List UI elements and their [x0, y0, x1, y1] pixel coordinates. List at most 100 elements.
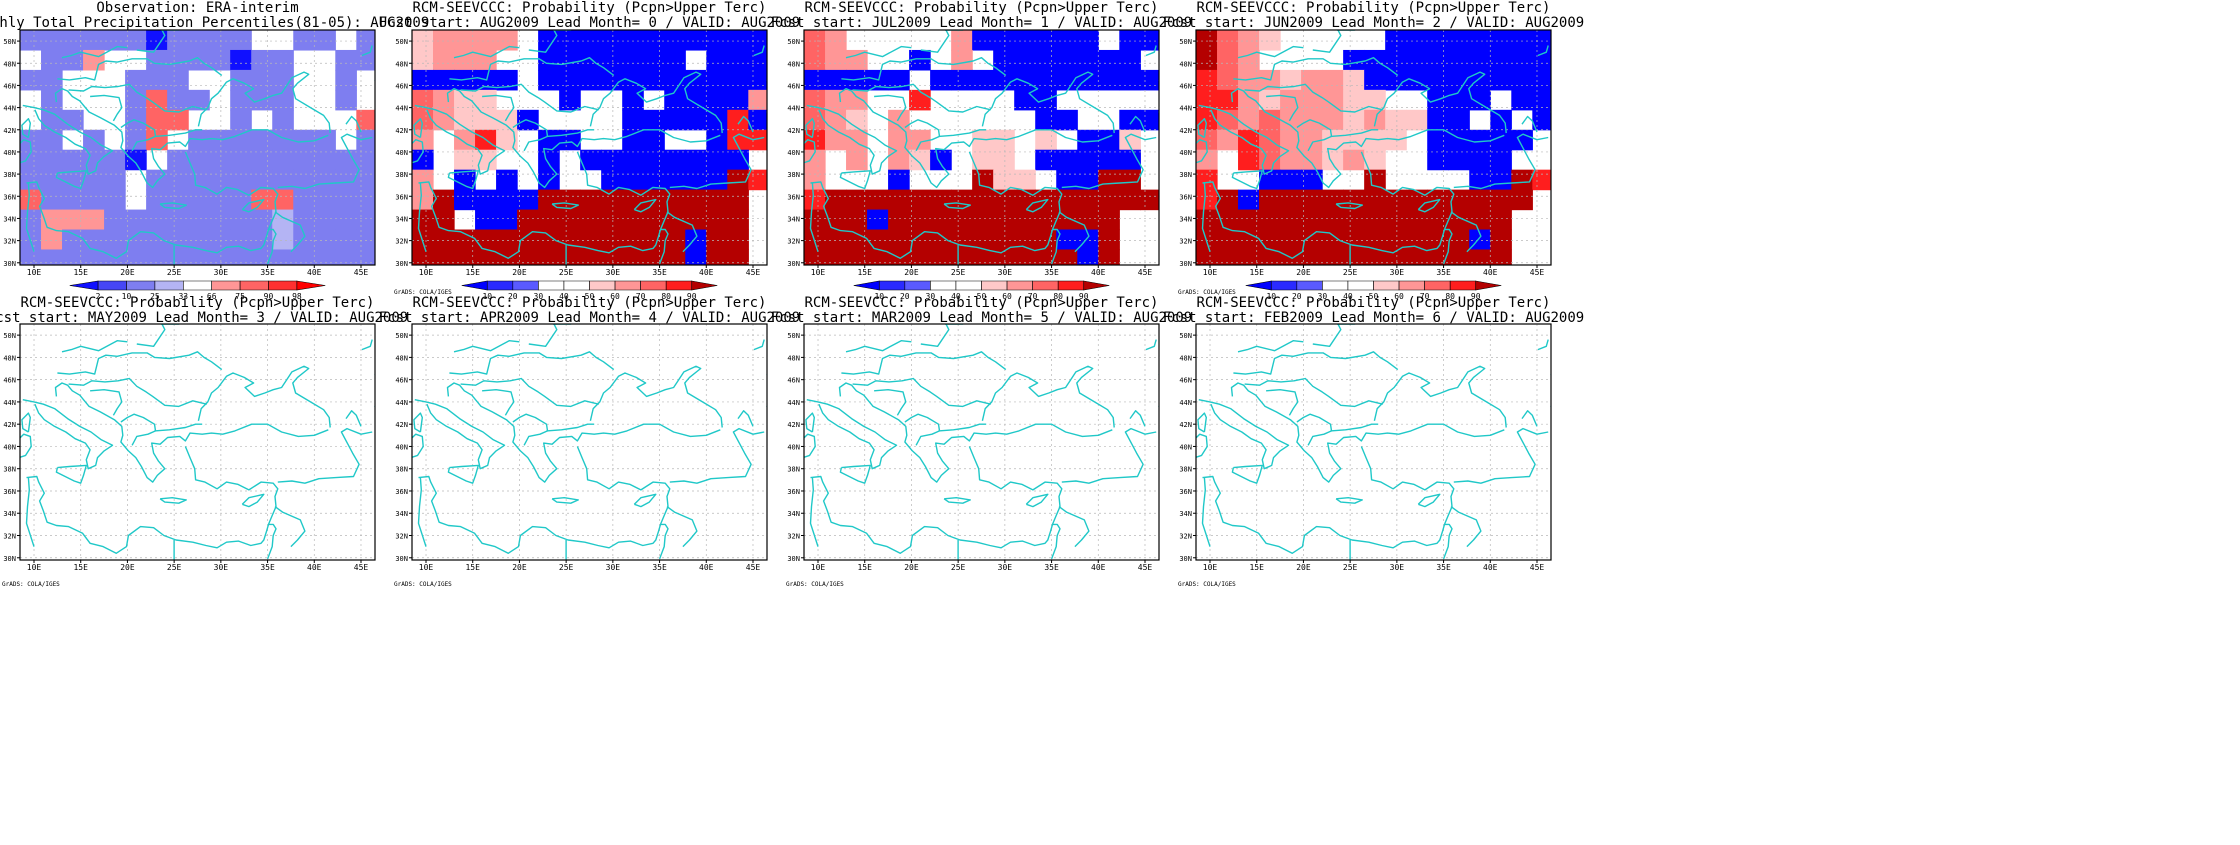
grid-cell [1077, 189, 1099, 211]
lat-tick-label: 36N [1179, 488, 1192, 496]
lon-tick-label: 15E [857, 563, 872, 572]
grid-cell [146, 209, 168, 231]
grid-cell [62, 189, 84, 211]
grid-cell [580, 189, 602, 211]
grid-cell [167, 229, 189, 251]
grid-cell [846, 149, 868, 171]
coastline [374, 79, 375, 115]
coastline [482, 94, 515, 122]
grid-cell [454, 49, 476, 71]
grid-cell [314, 129, 336, 151]
grid-cell [433, 249, 455, 265]
grid-cell [993, 249, 1015, 265]
grid-cell [804, 249, 826, 265]
lon-tick-label: 20E [512, 563, 527, 572]
grid-cell [622, 229, 644, 251]
grid-cell [1119, 189, 1141, 211]
grid-cell [804, 149, 826, 171]
grid-cell [706, 69, 728, 91]
colorbar-label: 33 [178, 292, 188, 301]
grid-cell [517, 229, 539, 251]
grid-cell [1259, 109, 1281, 131]
grid-cell [475, 49, 497, 71]
grid-cell [601, 30, 623, 51]
coastline [1202, 151, 1455, 259]
coastline [1550, 79, 1551, 115]
grid-cell [1385, 30, 1407, 51]
coastline [1201, 182, 1211, 252]
coastline [981, 365, 1115, 428]
colorbar-label: 50 [585, 292, 595, 301]
grid-cell [909, 49, 931, 71]
coastline [633, 198, 657, 213]
grid-cell [1119, 109, 1141, 131]
grid-cell [517, 189, 539, 211]
grid-cell [706, 249, 728, 265]
grid-cell [601, 169, 623, 191]
coastline [412, 433, 424, 459]
coastline [25, 477, 35, 547]
map-frame [803, 29, 1160, 266]
grid-cell [664, 69, 686, 91]
grid-cell [559, 89, 581, 111]
grid-cell [230, 30, 252, 51]
lat-tick-label: 38N [1179, 171, 1192, 179]
coastline [361, 339, 373, 351]
grid-cell [1259, 249, 1281, 265]
colorbar: 10 20 30 40 50 60 70 80 90 [1245, 280, 1502, 301]
grid-cell [1238, 30, 1260, 51]
grid-cell [1056, 229, 1078, 251]
colorbar-segment [461, 280, 488, 291]
lon-tick-label: 35E [260, 268, 275, 277]
grid-cell [1196, 129, 1218, 151]
lat-tick-label: 34N [3, 215, 16, 223]
grid-cell [1343, 249, 1365, 265]
coastline [57, 351, 223, 375]
colorbar-segment [1083, 280, 1110, 291]
lon-tick-label: 35E [652, 563, 667, 572]
grid-cell [475, 149, 497, 171]
grid-cell [251, 209, 273, 231]
grid-cell [209, 149, 231, 171]
coastline [589, 71, 723, 134]
lon-tick-label: 30E [214, 563, 229, 572]
lon-tick-label: 10E [27, 268, 42, 277]
lon-tick-label: 40E [1091, 268, 1106, 277]
colorbar-segment [1006, 280, 1033, 291]
coastline [1417, 493, 1441, 508]
grid-cell [496, 229, 518, 251]
grid-cell [1077, 209, 1099, 231]
grid-cell [559, 49, 581, 71]
lat-tick-label: 42N [395, 127, 408, 135]
lat-tick-label: 44N [787, 399, 800, 407]
grid-cell [727, 109, 749, 131]
coastline [61, 340, 128, 353]
colorbar-segment [1245, 280, 1272, 291]
lat-tick-label: 30N [395, 555, 408, 563]
grid-cell [475, 229, 497, 251]
lon-tick-label: 45E [746, 268, 761, 277]
grid-cell [1469, 229, 1491, 251]
coastline [904, 413, 941, 446]
grid-cell [1553, 30, 1575, 51]
grid-cell [1406, 69, 1428, 91]
grid-cell [454, 69, 476, 91]
coastline [839, 170, 871, 190]
grid-cell [230, 109, 252, 131]
grid-cell [1301, 129, 1323, 151]
lat-tick-label: 50N [3, 332, 16, 340]
grid-cell [454, 89, 476, 111]
grid-cell [146, 169, 168, 191]
grid-cell [685, 109, 707, 131]
grid-cell [167, 69, 189, 91]
coastline [1025, 198, 1049, 213]
grid-cell [335, 149, 357, 171]
colorbar-label: 90 [1079, 292, 1089, 301]
coastline [1537, 45, 1549, 57]
grid-cell [125, 30, 147, 51]
grid-cell [1301, 209, 1323, 231]
coastline [1050, 523, 1061, 560]
grid-cell [433, 189, 455, 211]
grid-cell [685, 209, 707, 231]
colorbar-segment [183, 280, 212, 291]
